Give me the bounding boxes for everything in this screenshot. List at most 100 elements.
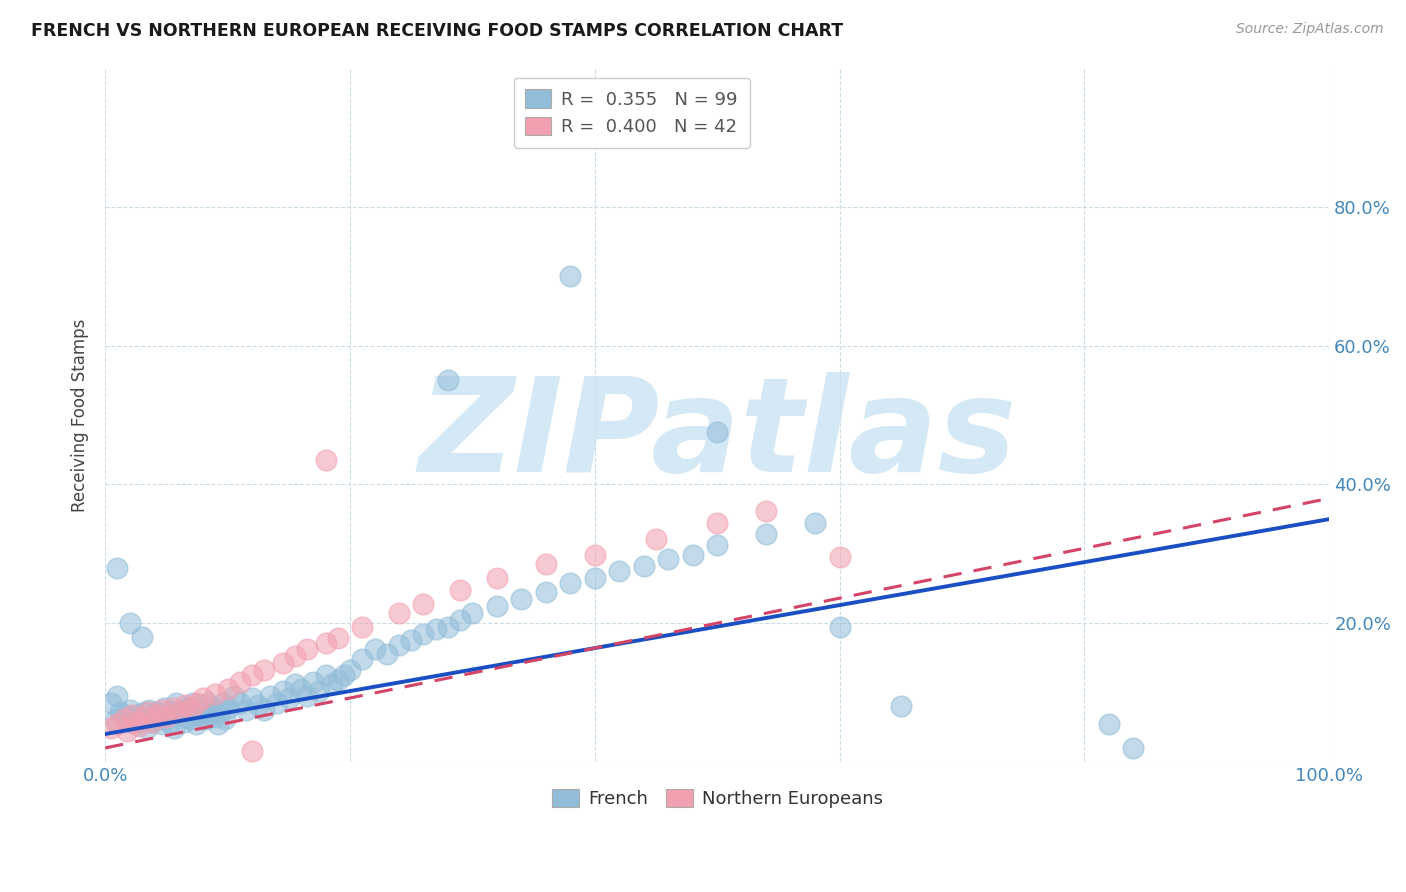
Point [217, 681, 239, 696]
Point [253, 703, 276, 717]
Point [190, 703, 212, 717]
Point [534, 585, 557, 599]
Point [388, 638, 411, 652]
Text: ZIPatlas: ZIPatlas [418, 373, 1017, 500]
Point [184, 716, 207, 731]
Point [148, 712, 170, 726]
Point [118, 703, 141, 717]
Point [1098, 716, 1121, 731]
Point [352, 619, 374, 633]
Point [326, 673, 349, 687]
Point [583, 571, 606, 585]
Point [229, 675, 252, 690]
Point [197, 696, 219, 710]
Point [240, 691, 263, 706]
Point [160, 705, 183, 719]
Point [173, 698, 195, 712]
Point [657, 552, 679, 566]
Point [284, 649, 307, 664]
Point [125, 707, 148, 722]
Point [162, 700, 184, 714]
Point [253, 663, 276, 677]
Point [136, 712, 159, 726]
Point [125, 714, 148, 729]
Point [100, 696, 122, 710]
Point [755, 527, 778, 541]
Point [214, 712, 236, 726]
Point [204, 687, 226, 701]
Point [607, 564, 630, 578]
Point [117, 714, 139, 729]
Point [207, 716, 229, 731]
Point [352, 652, 374, 666]
Point [100, 722, 122, 736]
Point [217, 700, 239, 714]
Point [706, 425, 728, 440]
Point [167, 705, 190, 719]
Point [107, 560, 129, 574]
Legend: French, Northern Europeans: French, Northern Europeans [544, 781, 890, 815]
Point [187, 707, 209, 722]
Point [157, 714, 180, 729]
Point [510, 591, 533, 606]
Point [804, 516, 827, 530]
Point [449, 613, 471, 627]
Point [167, 707, 190, 722]
Point [412, 626, 434, 640]
Point [117, 723, 139, 738]
Point [890, 699, 912, 714]
Point [209, 705, 232, 719]
Point [247, 698, 270, 712]
Point [107, 689, 129, 703]
Point [240, 668, 263, 682]
Point [150, 716, 173, 731]
Point [150, 703, 173, 717]
Point [321, 677, 343, 691]
Point [138, 703, 160, 717]
Point [141, 714, 163, 729]
Point [645, 532, 668, 546]
Point [399, 633, 422, 648]
Point [271, 684, 294, 698]
Point [449, 582, 471, 597]
Point [191, 691, 214, 706]
Point [145, 707, 167, 722]
Point [633, 559, 655, 574]
Point [201, 700, 224, 714]
Point [295, 642, 318, 657]
Point [425, 622, 447, 636]
Point [180, 712, 202, 726]
Point [308, 684, 330, 698]
Point [235, 703, 257, 717]
Point [302, 675, 325, 690]
Point [412, 597, 434, 611]
Point [828, 550, 851, 565]
Point [315, 635, 337, 649]
Point [290, 681, 312, 696]
Point [259, 689, 281, 703]
Point [143, 707, 166, 722]
Point [240, 744, 263, 758]
Point [363, 642, 385, 657]
Point [333, 668, 356, 682]
Point [180, 700, 202, 714]
Point [155, 709, 177, 723]
Point [461, 606, 484, 620]
Point [183, 696, 205, 710]
Point [107, 716, 129, 731]
Point [755, 504, 778, 518]
Point [141, 714, 163, 729]
Point [108, 705, 131, 719]
Point [165, 696, 187, 710]
Point [485, 571, 508, 585]
Point [485, 599, 508, 613]
Point [131, 714, 153, 729]
Point [173, 714, 195, 729]
Point [534, 558, 557, 572]
Point [128, 709, 150, 723]
Point [271, 657, 294, 671]
Point [266, 696, 288, 710]
Point [277, 691, 299, 706]
Point [828, 619, 851, 633]
Point [583, 548, 606, 562]
